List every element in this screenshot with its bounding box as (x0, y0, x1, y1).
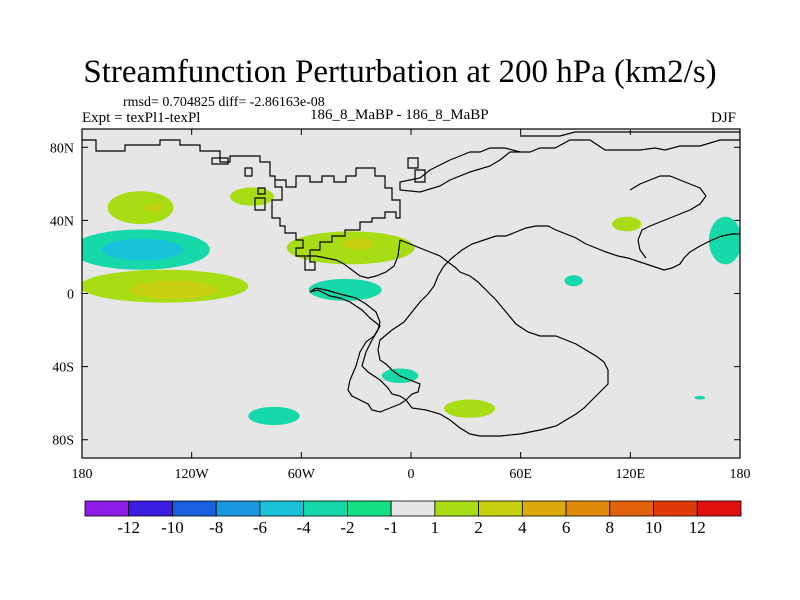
anomaly-region (107, 191, 174, 225)
colorbar-swatch (521, 500, 567, 517)
anomaly-region (443, 399, 496, 418)
colorbar-swatch (128, 500, 173, 517)
coastline-east-asia (629, 175, 707, 259)
x-tick-label: 60E (509, 467, 532, 482)
case-label: 186_8_MaBP - 186_8_MaBP (310, 107, 489, 123)
anomaly-region (102, 238, 183, 261)
coastline-africa-interior (306, 239, 401, 279)
anomaly-region (308, 278, 382, 301)
colorbar-label: 8 (606, 518, 615, 537)
colorbar-swatch (172, 500, 217, 517)
colorbar: -12 -10 -8 -6 -4 -2 -1 1 2 4 6 8 10 12 (84, 500, 742, 537)
colorbar-swatch (653, 500, 698, 517)
season-label: DJF (711, 110, 737, 126)
x-tick-label: 0 (408, 467, 415, 482)
colorbar-swatch (609, 500, 654, 517)
colorbar-swatch (390, 500, 436, 517)
colorbar-label: -12 (117, 518, 140, 537)
coastline-eurasia (377, 225, 740, 437)
colorbar-swatch (696, 500, 742, 517)
colorbar-label: -2 (340, 518, 354, 537)
colorbar-swatch (84, 500, 130, 517)
axis-ticks: 180 120W 60W 0 60E 120E 180 80N 40N 0 40S 80S (50, 129, 751, 482)
colorbar-label: -1 (384, 518, 398, 537)
colorbar-swatch (215, 500, 261, 517)
anomaly-region (564, 275, 583, 287)
anomaly-region (248, 406, 300, 426)
coastlines (82, 131, 740, 437)
colorbar-label: -6 (253, 518, 267, 537)
colorbar-label: 4 (518, 518, 527, 537)
colorbar-label: -10 (161, 518, 184, 537)
y-tick-label: 40N (50, 214, 74, 229)
experiment-label: Expt = texPl1-texPl (82, 110, 201, 126)
coastline-arctic-islands (211, 157, 426, 211)
coastline-greenland (399, 131, 740, 193)
colorbar-swatch (434, 500, 480, 517)
y-tick-label: 80S (52, 434, 74, 449)
anomaly-region (612, 216, 642, 232)
colorbar-label: 12 (689, 518, 706, 537)
x-tick-label: 180 (72, 467, 93, 482)
anomaly-region (341, 238, 375, 250)
colorbar-swatch (565, 500, 611, 517)
colorbar-label: 6 (562, 518, 571, 537)
x-tick-label: 120W (175, 467, 210, 482)
colorbar-label: 10 (645, 518, 662, 537)
anomaly-region (694, 395, 706, 400)
colorbar-swatch (303, 500, 348, 517)
anomaly-region (129, 280, 218, 299)
colorbar-swatch (478, 500, 523, 517)
x-tick-label: 60W (288, 467, 316, 482)
anomaly-region (144, 203, 163, 212)
colorbar-label: -4 (297, 518, 312, 537)
y-tick-label: 80N (50, 141, 74, 156)
colorbar-label: 2 (474, 518, 483, 537)
anomaly-region (708, 216, 740, 265)
colorbar-label: 1 (431, 518, 440, 537)
x-tick-label: 120E (616, 467, 646, 482)
colorbar-swatch (346, 500, 392, 517)
anomaly-shading (82, 187, 740, 426)
y-tick-label: 0 (67, 288, 74, 303)
colorbar-swatch (259, 500, 305, 517)
figure-title: Streamfunction Perturbation at 200 hPa (… (83, 54, 717, 90)
anomaly-region (230, 187, 274, 206)
y-tick-label: 40S (52, 361, 74, 376)
coastline-south-america (309, 287, 408, 413)
x-tick-label: 180 (730, 467, 751, 482)
colorbar-label: -8 (209, 518, 223, 537)
stats-text: rmsd= 0.704825 diff= -2.86163e-08 (123, 95, 325, 110)
